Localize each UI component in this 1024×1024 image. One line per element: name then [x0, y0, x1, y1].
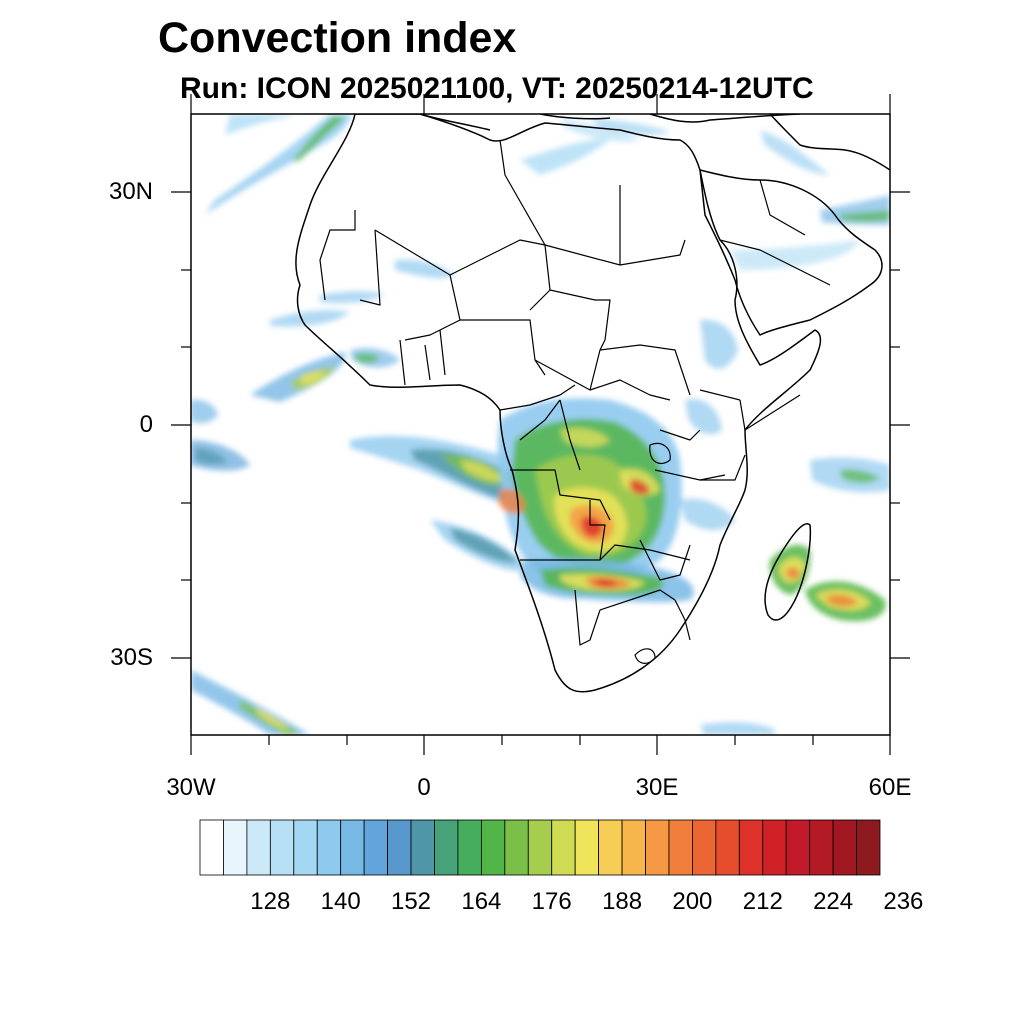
map-ticks — [171, 94, 910, 755]
lat-label-30n: 30N — [108, 178, 153, 205]
colorbar-tick-label: 128 — [250, 888, 291, 915]
colorbar-tick-label: 188 — [602, 888, 643, 915]
colorbar-tick-label: 140 — [320, 888, 361, 915]
lon-label-0: 0 — [417, 774, 431, 801]
colorbar-swatch — [785, 819, 811, 876]
colorbar-tick-label: 224 — [813, 888, 854, 915]
colorbar-swatch — [246, 819, 271, 876]
colorbar-swatch — [457, 819, 482, 876]
colorbar-swatch — [668, 819, 693, 876]
colorbar-swatch — [504, 819, 529, 876]
colorbar-swatch — [762, 819, 787, 876]
colorbar-tick-label: 176 — [531, 888, 572, 915]
africa-coastline — [295, 114, 822, 693]
colorbar-tick-label: 212 — [742, 888, 783, 915]
colorbar-swatch — [574, 819, 600, 876]
lon-label-30w: 30W — [166, 774, 216, 801]
arabia-coastline — [699, 169, 883, 336]
colorbar-tick-label: 236 — [883, 888, 924, 915]
colorbar-swatch — [223, 819, 248, 876]
colorbar-swatch — [316, 819, 342, 876]
colorbar-swatch — [293, 819, 318, 876]
lon-label-60e: 60E — [868, 774, 912, 801]
colorbar — [199, 819, 881, 876]
lon-label-30e: 30E — [635, 774, 679, 801]
colorbar-swatch — [715, 819, 740, 876]
colorbar-tick-label: 164 — [461, 888, 502, 915]
colorbar-swatch — [363, 819, 388, 876]
colorbar-swatch — [832, 819, 857, 876]
coastlines — [295, 114, 890, 693]
europe-coastline — [419, 114, 801, 131]
colorbar-swatch — [527, 819, 553, 876]
colorbar-swatch — [856, 819, 881, 876]
colorbar-swatch — [410, 819, 435, 876]
colorbar-swatch — [738, 819, 764, 876]
colorbar-tick-label: 152 — [390, 888, 432, 915]
country-borders — [319, 139, 831, 646]
colorbar-swatch — [598, 819, 623, 876]
colorbar-tick-label: 200 — [672, 888, 713, 915]
colorbar-swatch — [809, 819, 834, 876]
colorbar-swatch — [621, 819, 646, 876]
colorbar-swatch — [645, 819, 670, 876]
caspian-region — [769, 114, 890, 171]
lat-label-30s: 30S — [110, 644, 153, 671]
colorbar-swatch — [434, 819, 459, 876]
lesotho-outline — [634, 648, 656, 664]
colorbar-swatch — [199, 819, 224, 876]
chart-subtitle: Run: ICON 2025021100, VT: 20250214-12UTC — [180, 72, 814, 105]
madagascar-coastline — [764, 523, 812, 621]
colorbar-swatch — [340, 819, 365, 876]
colorbar-swatch — [692, 819, 717, 876]
colorbar-swatch — [387, 819, 412, 876]
colorbar-swatch — [480, 819, 506, 876]
lake-victoria — [649, 442, 671, 465]
colorbar-swatch — [269, 819, 295, 876]
lat-label-0: 0 — [139, 411, 153, 438]
chart-title: Convection index — [158, 14, 517, 62]
convection-field — [191, 114, 890, 735]
colorbar-swatch — [551, 819, 576, 876]
